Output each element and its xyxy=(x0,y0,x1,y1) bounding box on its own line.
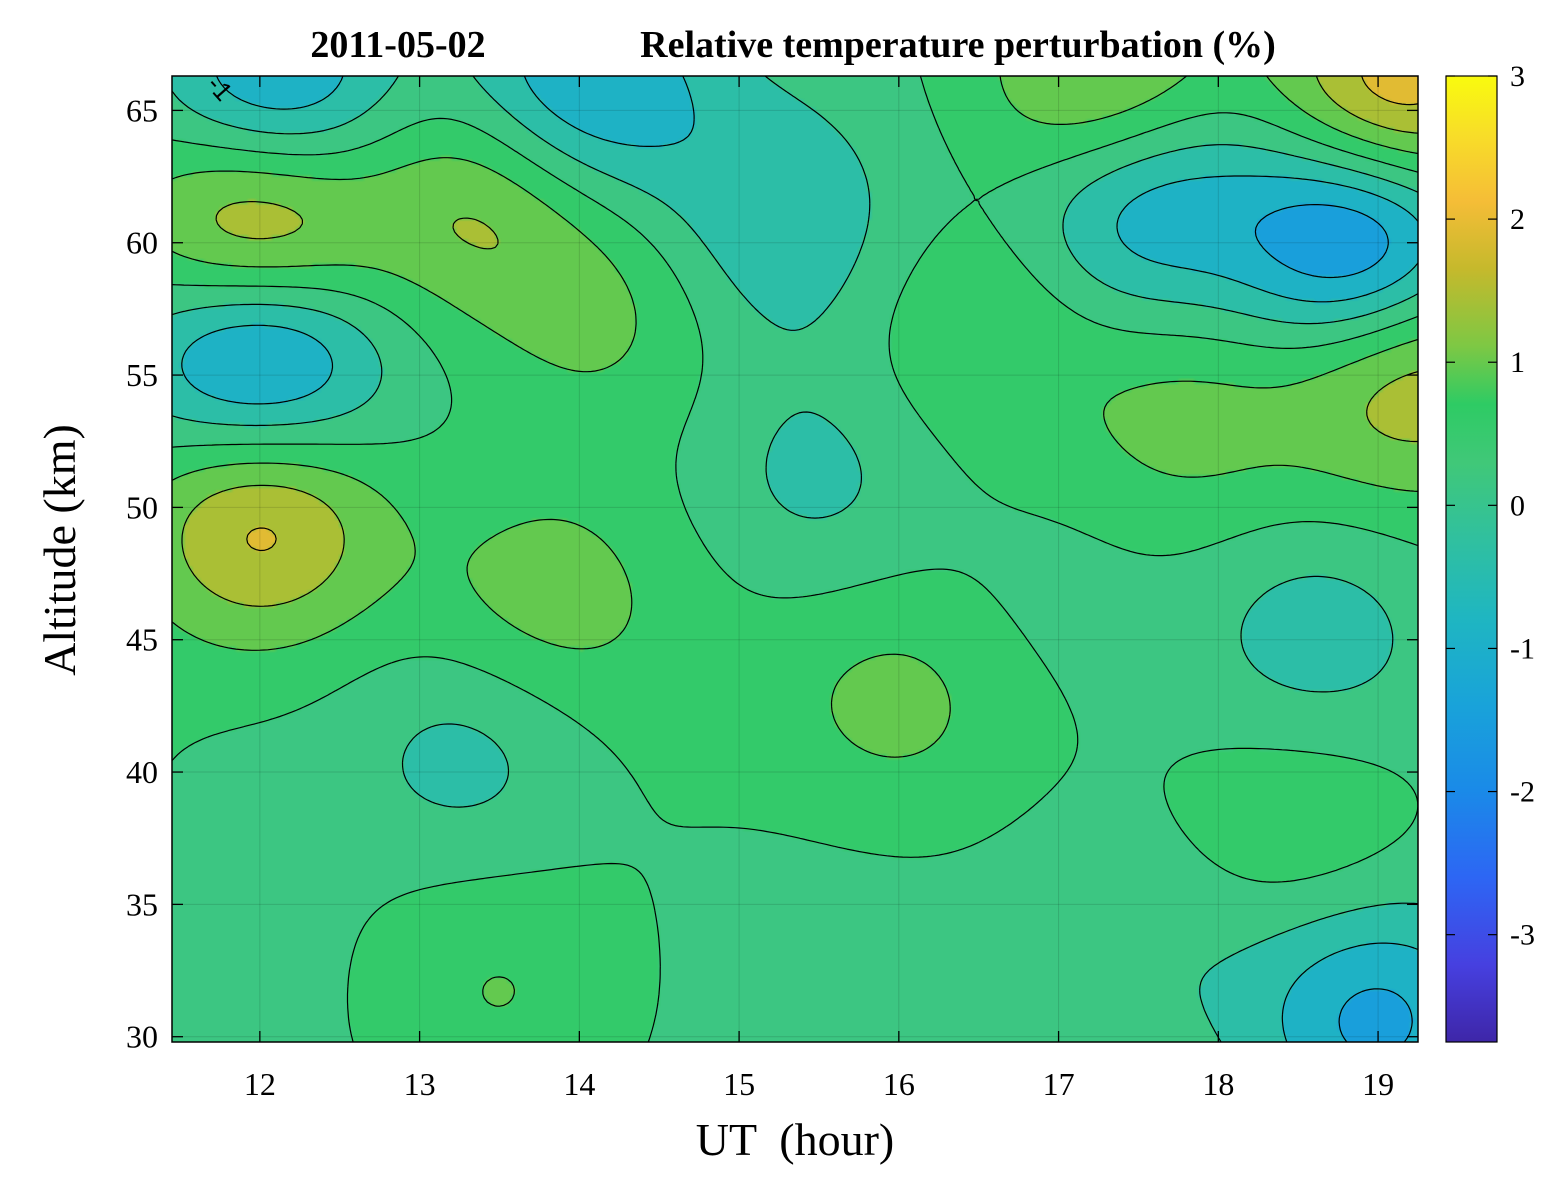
grid-lines xyxy=(172,76,1418,1042)
y-axis: 30 35 40 45 50 55 60 65 xyxy=(126,92,1418,1055)
y-tick-label: 45 xyxy=(126,622,158,658)
colorbar-tick-label: 2 xyxy=(1510,203,1525,236)
contour-lines xyxy=(172,76,1418,1042)
colorbar-tick-label: 0 xyxy=(1510,489,1525,522)
colorbar-tick-label: -3 xyxy=(1510,919,1535,952)
colorbar-tick-label: -1 xyxy=(1510,632,1535,665)
y-tick-label: 55 xyxy=(126,357,158,393)
plot-frame xyxy=(171,75,1419,1043)
colorbar-ticks: 3 2 1 0 -1 -2 -3 xyxy=(1446,60,1535,952)
colorbar-tick-label: -2 xyxy=(1510,776,1535,809)
colorbar-tick-label: 1 xyxy=(1510,346,1525,379)
plot-area: -1 xyxy=(171,75,1419,1043)
contour-line xyxy=(172,76,1418,1007)
contour-field xyxy=(172,76,1418,1042)
colorbar-gradient xyxy=(1445,75,1498,1043)
contour-line xyxy=(172,76,1418,1042)
x-tick-label: 14 xyxy=(563,1066,595,1102)
y-tick-label: 65 xyxy=(126,92,158,128)
y-tick-label: 30 xyxy=(126,1019,158,1055)
contour-line xyxy=(181,76,1418,607)
x-tick-label: 19 xyxy=(1362,1066,1394,1102)
contour-line xyxy=(1254,204,1413,1042)
x-tick-label: 15 xyxy=(723,1066,755,1102)
x-axis: 12 13 14 15 16 17 18 19 xyxy=(244,76,1394,1102)
x-tick-label: 17 xyxy=(1043,1066,1075,1102)
y-axis-label: Altitude (km) xyxy=(34,424,85,676)
y-tick-label: 60 xyxy=(126,225,158,261)
colorbar: 3 2 1 0 -1 -2 -3 xyxy=(1445,60,1535,1043)
y-tick-label: 50 xyxy=(126,489,158,525)
colorbar-tick-label: 3 xyxy=(1510,60,1525,93)
chart-title: Relative temperature perturbation (%) xyxy=(640,24,1276,66)
contour-line xyxy=(172,76,1418,1042)
y-tick-label: 35 xyxy=(126,886,158,922)
x-tick-label: 12 xyxy=(244,1066,276,1102)
y-tick-label: 40 xyxy=(126,754,158,790)
x-axis-label: UT (hour) xyxy=(696,1114,894,1165)
x-tick-label: 16 xyxy=(883,1066,915,1102)
x-tick-label: 13 xyxy=(404,1066,436,1102)
x-tick-label: 18 xyxy=(1202,1066,1234,1102)
chart-title-date: 2011-05-02 xyxy=(310,24,485,66)
